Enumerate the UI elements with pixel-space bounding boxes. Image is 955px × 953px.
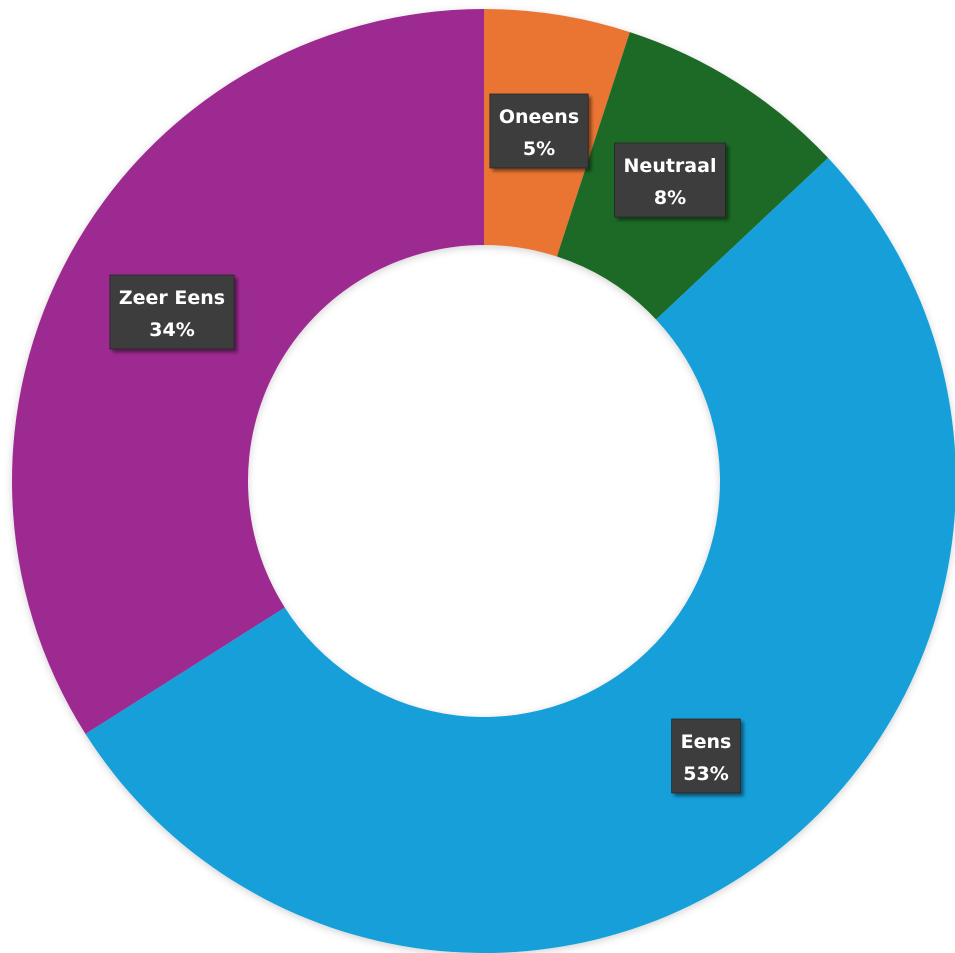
data-label-eens: Eens 53%: [671, 718, 741, 794]
data-label-box: [489, 93, 589, 169]
data-label-category: Neutraal: [624, 155, 717, 177]
data-label-neutraal: Neutraal 8%: [614, 142, 726, 218]
data-label-value: 53%: [683, 763, 728, 785]
data-label-zeer-eens: Zeer Eens 34%: [109, 274, 235, 350]
data-label-category: Zeer Eens: [119, 287, 225, 309]
data-label-value: 34%: [149, 319, 194, 341]
data-labels-group: Oneens 5% Neutraal 8% Eens 53% Zeer Eens 34%: [109, 93, 741, 794]
slices-group: [12, 8, 955, 953]
data-label-box: [109, 274, 235, 350]
data-label-value: 8%: [654, 187, 686, 209]
data-label-box: [671, 718, 741, 794]
data-label-box: [614, 142, 726, 218]
data-label-category: Eens: [681, 731, 732, 753]
data-label-value: 5%: [523, 138, 555, 160]
data-label-category: Oneens: [499, 106, 579, 128]
slice-zeer-eens: [12, 8, 484, 734]
data-label-oneens: Oneens 5%: [489, 93, 589, 169]
